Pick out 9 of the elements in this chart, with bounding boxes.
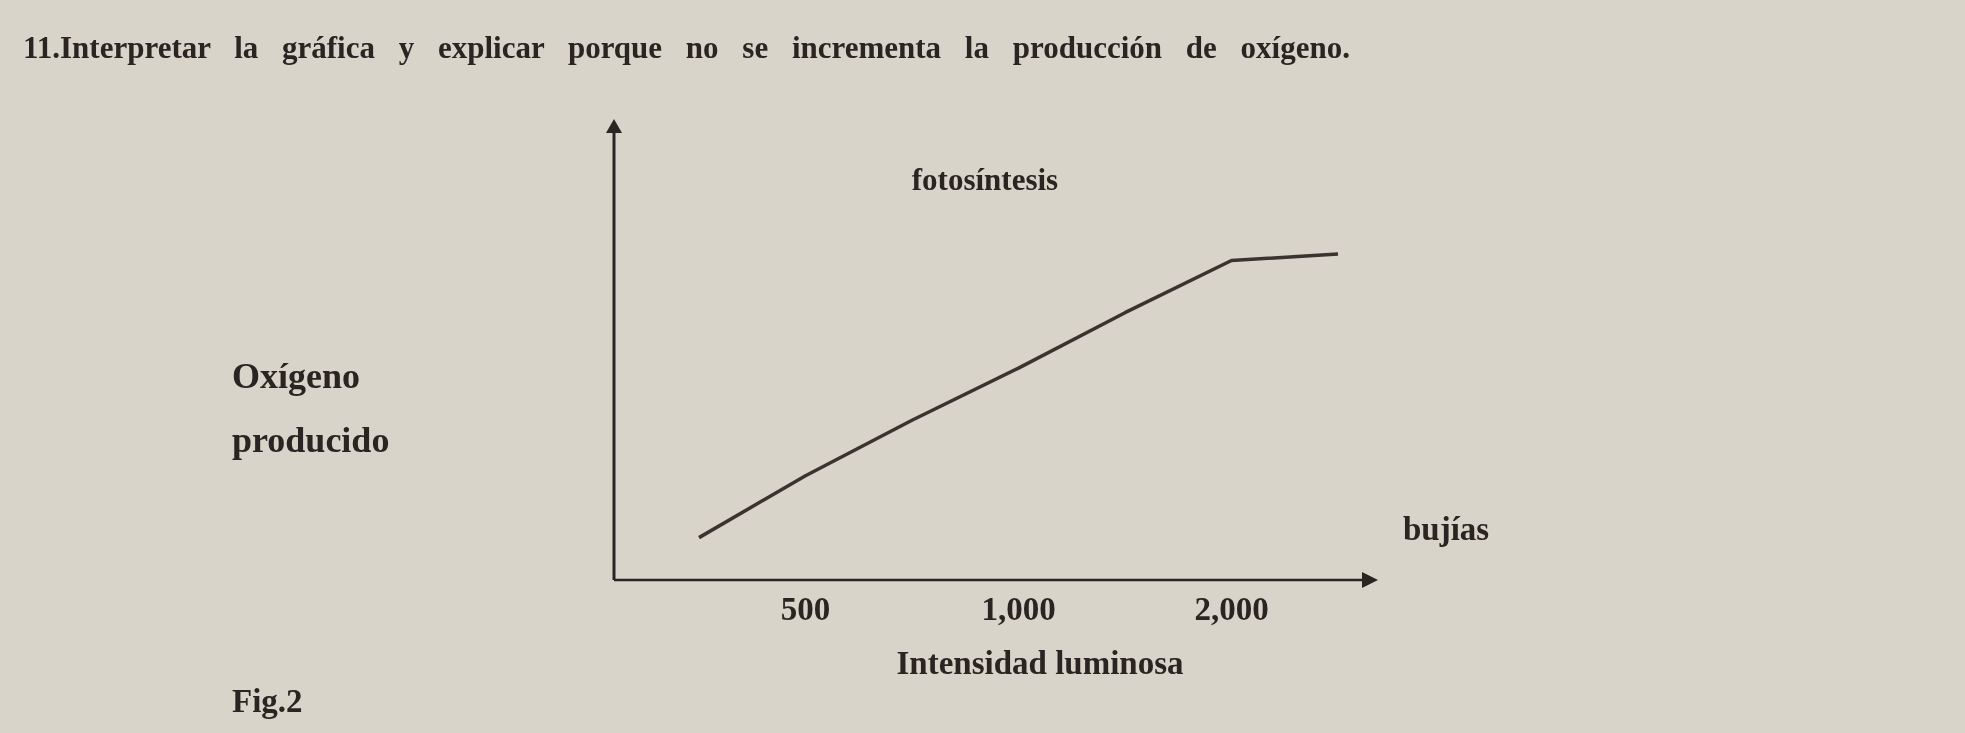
text: fotosíntesis bbox=[911, 162, 1059, 197]
x-tick-label: 1,000 bbox=[981, 591, 1056, 627]
x-tick-label: 500 bbox=[780, 591, 831, 627]
x-axis-title: Intensidad luminosa bbox=[896, 645, 1184, 681]
chart-title: 11.Interpretar la gráfica y explicar porque no se incrementa la producción de oxígeno. bbox=[23, 30, 1350, 65]
x-tick-label: 2,000 bbox=[1194, 591, 1269, 627]
text: bujías bbox=[1403, 511, 1490, 547]
text: Oxígeno producido bbox=[232, 356, 390, 460]
caption: Fig.2 bbox=[232, 683, 303, 719]
